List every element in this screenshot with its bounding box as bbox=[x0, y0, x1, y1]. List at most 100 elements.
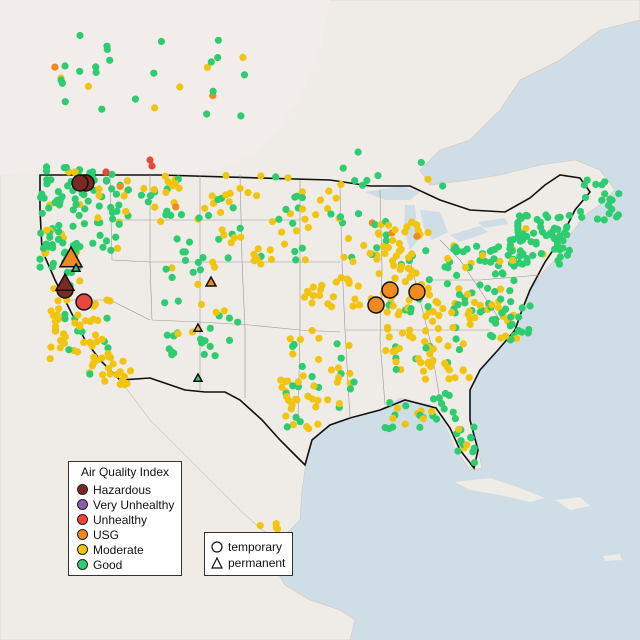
monitor-marker bbox=[518, 260, 527, 268]
monitor-marker bbox=[272, 524, 280, 532]
monitor-marker bbox=[46, 355, 54, 363]
monitor-marker bbox=[288, 401, 296, 409]
monitor-marker bbox=[109, 215, 117, 223]
monitor-marker bbox=[382, 347, 390, 355]
monitor-marker-large bbox=[408, 283, 426, 301]
monitor-marker bbox=[203, 63, 211, 71]
legend-label: permanent bbox=[228, 555, 286, 570]
monitor-marker bbox=[463, 441, 471, 449]
monitor-marker bbox=[459, 340, 467, 348]
monitor-marker bbox=[47, 307, 55, 315]
monitor-marker bbox=[424, 358, 432, 367]
monitor-marker bbox=[256, 522, 264, 530]
monitor-marker bbox=[467, 433, 475, 441]
legend-item-permanent: permanent bbox=[211, 555, 285, 570]
monitor-marker bbox=[498, 269, 506, 277]
monitor-marker bbox=[381, 424, 389, 432]
monitor-marker bbox=[518, 304, 526, 312]
monitor-marker bbox=[316, 196, 325, 204]
monitor-marker bbox=[413, 221, 421, 229]
monitor-marker bbox=[565, 211, 573, 220]
monitor-marker bbox=[237, 233, 245, 241]
monitor-marker bbox=[422, 312, 430, 320]
monitor-marker bbox=[86, 370, 94, 378]
very-unhealthy-swatch-icon bbox=[77, 499, 88, 510]
monitor-marker bbox=[444, 254, 452, 263]
monitor-marker bbox=[598, 196, 606, 204]
monitor-marker bbox=[120, 192, 128, 200]
monitor-marker bbox=[335, 400, 343, 408]
monitor-marker bbox=[530, 229, 538, 237]
monitor-marker bbox=[55, 221, 63, 230]
monitor-marker bbox=[61, 98, 69, 106]
monitor-marker bbox=[386, 399, 394, 407]
monitor-marker bbox=[284, 174, 292, 182]
monitor-marker bbox=[382, 231, 390, 239]
monitor-marker bbox=[54, 297, 62, 305]
monitor-marker bbox=[516, 237, 524, 245]
monitor-marker bbox=[123, 177, 131, 185]
monitor-marker bbox=[115, 201, 123, 209]
monitor-marker bbox=[208, 192, 216, 200]
monitor-marker bbox=[301, 215, 309, 223]
monitor-marker bbox=[177, 211, 185, 219]
monitor-marker bbox=[337, 180, 345, 189]
monitor-marker bbox=[476, 308, 484, 316]
monitor-marker bbox=[37, 229, 45, 237]
monitor-marker bbox=[335, 373, 343, 382]
monitor-marker bbox=[462, 263, 470, 272]
legend-item-hazardous: Hazardous bbox=[77, 482, 151, 497]
monitor-marker bbox=[576, 207, 585, 216]
monitor-marker bbox=[209, 258, 217, 266]
monitor-marker bbox=[508, 320, 516, 328]
monitor-marker bbox=[428, 407, 436, 416]
monitor-marker bbox=[454, 301, 462, 309]
legend-item-temporary: temporary bbox=[211, 539, 282, 554]
monitor-marker bbox=[61, 315, 69, 323]
monitor-marker bbox=[106, 56, 114, 64]
monitor-marker bbox=[55, 305, 63, 313]
monitor-marker bbox=[419, 367, 428, 375]
monitor-marker bbox=[439, 182, 447, 190]
legend-title: Air Quality Index bbox=[80, 465, 170, 479]
monitor-marker bbox=[559, 237, 567, 245]
monitor-marker bbox=[181, 256, 190, 264]
monitor-marker bbox=[606, 195, 614, 203]
monitor-marker bbox=[84, 197, 92, 205]
monitor-marker bbox=[298, 362, 306, 371]
monitor-marker bbox=[601, 178, 609, 186]
monitor-marker bbox=[465, 374, 473, 382]
monitor-marker bbox=[470, 444, 478, 452]
monitor-marker bbox=[168, 264, 176, 272]
monitor-marker bbox=[43, 226, 51, 234]
monitor-marker bbox=[350, 378, 358, 386]
monitor-marker bbox=[315, 292, 324, 300]
monitor-marker bbox=[289, 350, 297, 358]
monitor-marker bbox=[103, 296, 111, 304]
monitor-marker bbox=[351, 177, 359, 185]
monitor-marker bbox=[69, 206, 77, 214]
monitor-marker bbox=[174, 297, 182, 305]
monitor-marker bbox=[454, 447, 462, 455]
monitor-marker bbox=[92, 68, 100, 76]
monitor-marker bbox=[494, 304, 502, 312]
monitor-marker bbox=[212, 308, 220, 316]
monitor-marker bbox=[236, 224, 244, 232]
monitor-marker bbox=[56, 336, 65, 344]
monitor-marker bbox=[385, 333, 393, 341]
monitor-marker bbox=[39, 244, 48, 252]
monitor-marker bbox=[89, 359, 97, 367]
monitor-marker bbox=[455, 285, 463, 293]
monitor-marker bbox=[161, 299, 169, 307]
permanent-marker bbox=[204, 275, 218, 287]
monitor-marker bbox=[336, 213, 345, 221]
monitor-marker bbox=[363, 176, 371, 185]
monitor-marker bbox=[115, 220, 123, 228]
monitor-marker bbox=[150, 69, 158, 77]
monitor-marker bbox=[581, 193, 590, 202]
monitor-marker bbox=[391, 226, 399, 234]
monitor-marker bbox=[464, 290, 472, 298]
monitor-marker bbox=[272, 173, 280, 181]
canada-region bbox=[0, 0, 330, 175]
monitor-marker bbox=[432, 415, 441, 423]
